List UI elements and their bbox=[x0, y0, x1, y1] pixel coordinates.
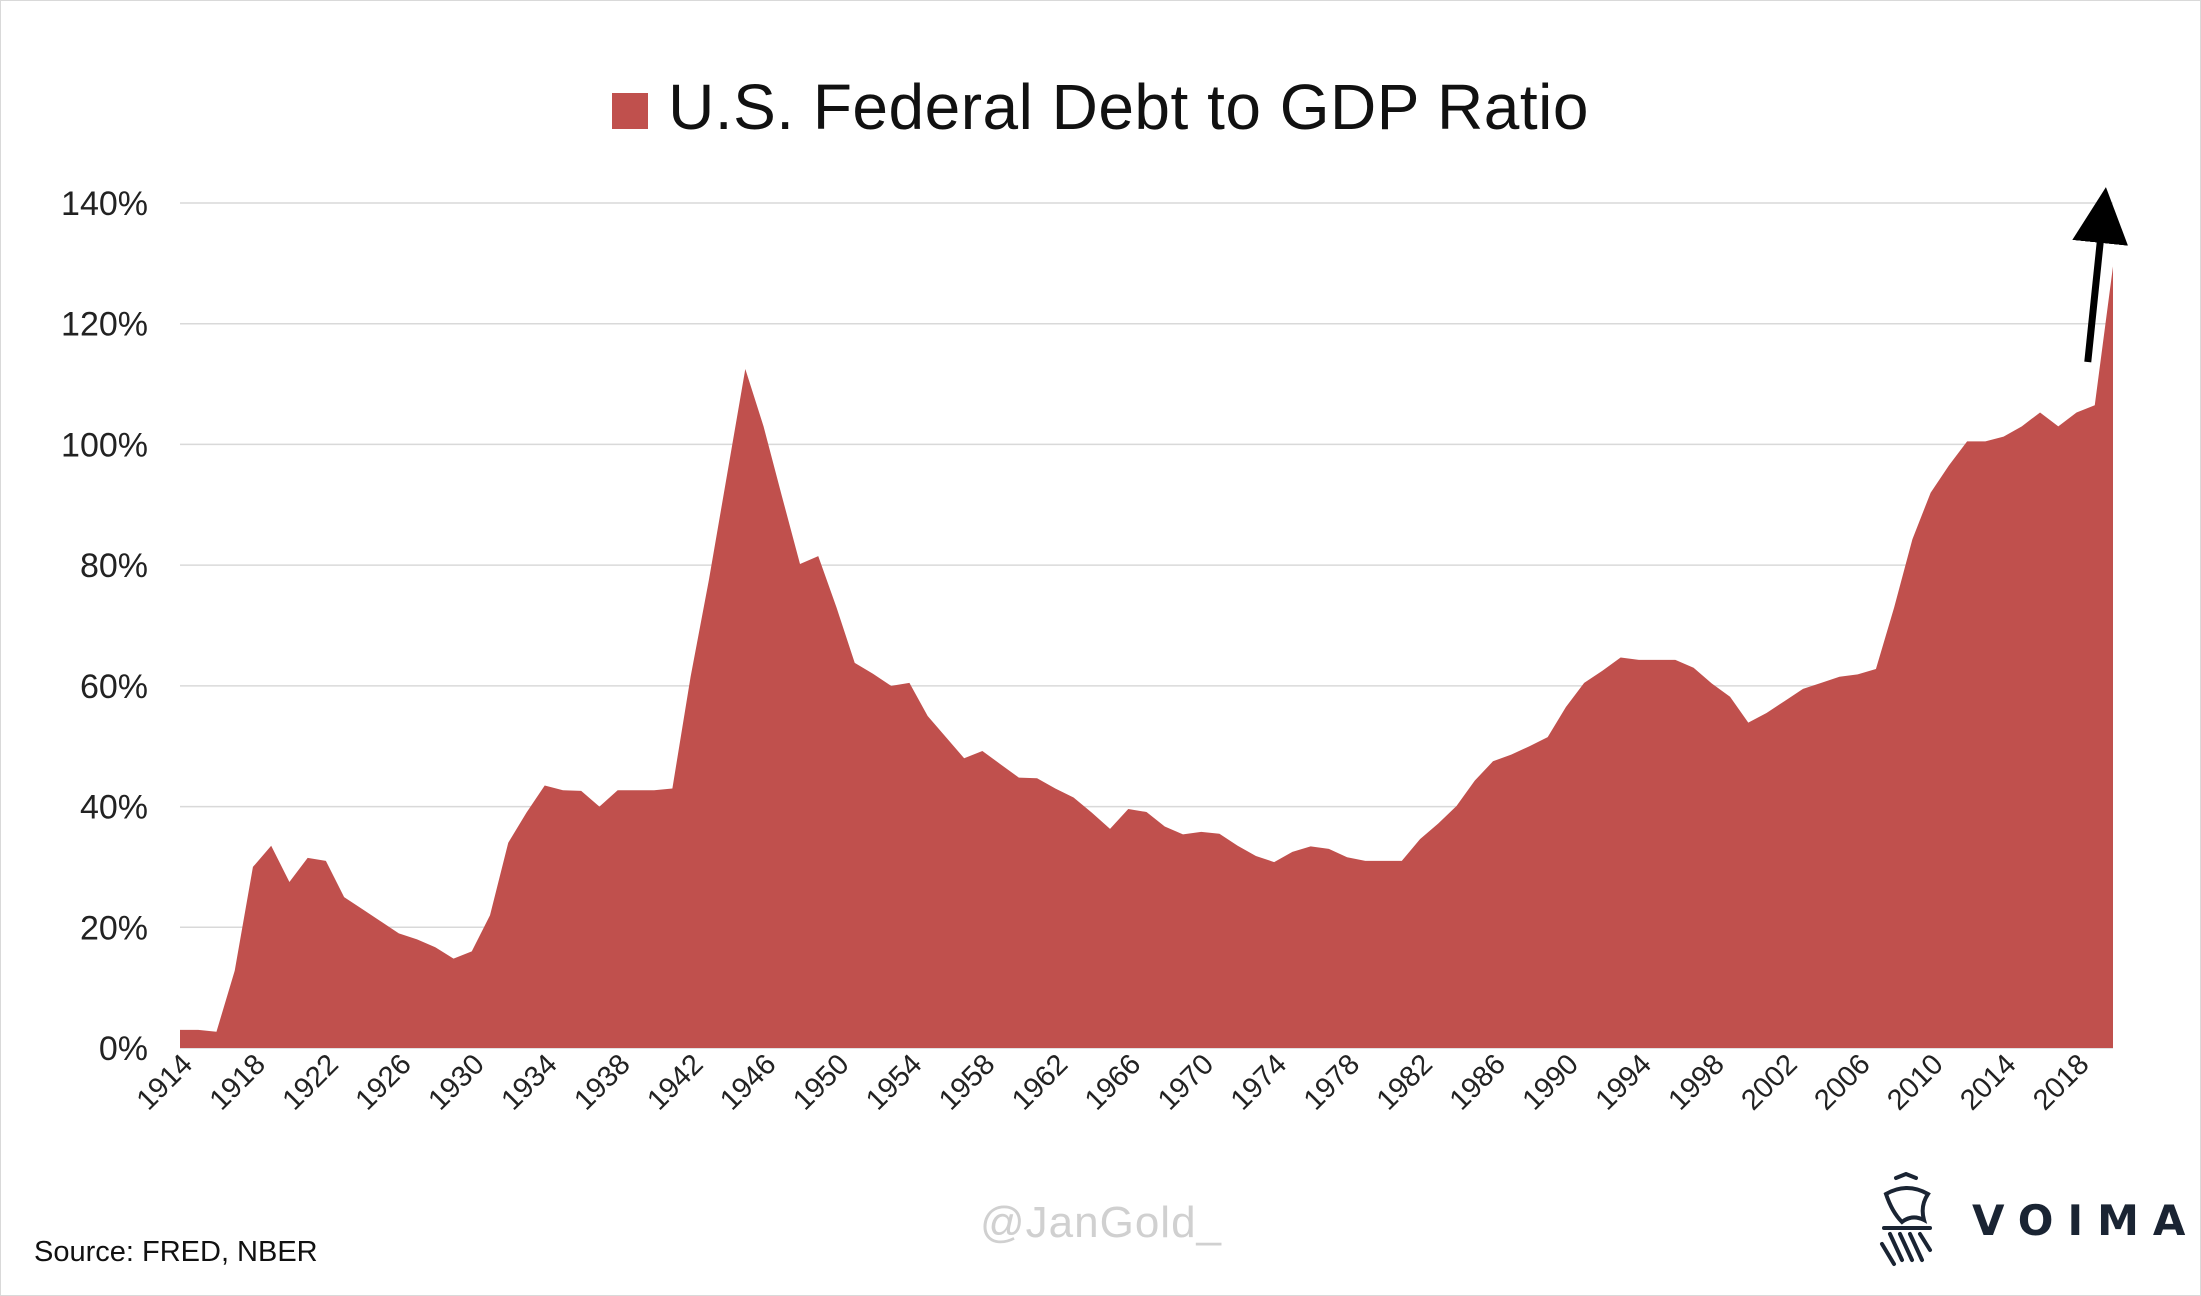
y-tick-label: 40% bbox=[80, 789, 148, 827]
legend-label: U.S. Federal Debt to GDP Ratio bbox=[668, 71, 1589, 143]
x-tick-label: 1930 bbox=[422, 1048, 490, 1116]
brand-name: VOIMA bbox=[1972, 1195, 2200, 1245]
y-tick-label: 20% bbox=[80, 909, 148, 947]
up-arrow-icon bbox=[2072, 187, 2128, 363]
x-axis: 1914 1918 1922 1926 1930 1934 1938 1942 1946 1950… bbox=[131, 1048, 2096, 1116]
annotations bbox=[2072, 187, 2128, 363]
x-tick-label: 1922 bbox=[277, 1048, 345, 1116]
y-tick-label: 0% bbox=[99, 1030, 148, 1068]
x-tick-label: 1918 bbox=[204, 1048, 272, 1116]
x-tick-label: 1938 bbox=[568, 1048, 636, 1116]
x-tick-label: 1958 bbox=[933, 1048, 1001, 1116]
x-tick-label: 2018 bbox=[2027, 1048, 2095, 1116]
y-tick-label: 60% bbox=[80, 668, 148, 706]
x-tick-label: 1954 bbox=[860, 1048, 928, 1116]
legend-swatch bbox=[612, 93, 649, 129]
x-tick-label: 1942 bbox=[641, 1048, 709, 1116]
y-axis: 0% 20% 40% 60% 80% 100% 120% 140% bbox=[61, 185, 148, 1068]
x-tick-label: 1974 bbox=[1225, 1048, 1293, 1116]
x-tick-label: 1934 bbox=[495, 1048, 563, 1116]
x-tick-label: 1982 bbox=[1371, 1048, 1439, 1116]
x-tick-label: 1926 bbox=[350, 1048, 418, 1116]
x-tick-label: 1962 bbox=[1006, 1048, 1074, 1116]
area-series bbox=[180, 266, 2113, 1048]
brand-logo: VOIMA bbox=[1872, 1172, 2199, 1268]
watermark: @JanGold_ bbox=[980, 1198, 1223, 1247]
x-tick-label: 2006 bbox=[1808, 1048, 1876, 1116]
x-tick-label: 1966 bbox=[1079, 1048, 1147, 1116]
x-tick-label: 1970 bbox=[1152, 1048, 1220, 1116]
x-tick-label: 2002 bbox=[1735, 1048, 1803, 1116]
x-tick-label: 1994 bbox=[1590, 1048, 1658, 1116]
x-tick-label: 1990 bbox=[1517, 1048, 1585, 1116]
source-note: Source: FRED, NBER bbox=[34, 1236, 318, 1268]
griffin-crest-icon bbox=[1880, 1172, 1932, 1266]
legend: U.S. Federal Debt to GDP Ratio bbox=[0, 62, 2201, 152]
x-tick-label: 1986 bbox=[1444, 1048, 1512, 1116]
y-tick-label: 100% bbox=[61, 426, 148, 464]
y-tick-label: 120% bbox=[61, 306, 148, 344]
x-tick-label: 2010 bbox=[1881, 1048, 1949, 1116]
x-tick-label: 1978 bbox=[1298, 1048, 1366, 1116]
y-tick-label: 80% bbox=[80, 547, 148, 585]
x-tick-label: 1998 bbox=[1663, 1048, 1731, 1116]
x-tick-label: 2014 bbox=[1954, 1048, 2022, 1116]
y-tick-label: 140% bbox=[61, 185, 148, 223]
x-tick-label: 1950 bbox=[787, 1048, 855, 1116]
series-area bbox=[180, 266, 2113, 1048]
x-tick-label: 1946 bbox=[714, 1048, 782, 1116]
